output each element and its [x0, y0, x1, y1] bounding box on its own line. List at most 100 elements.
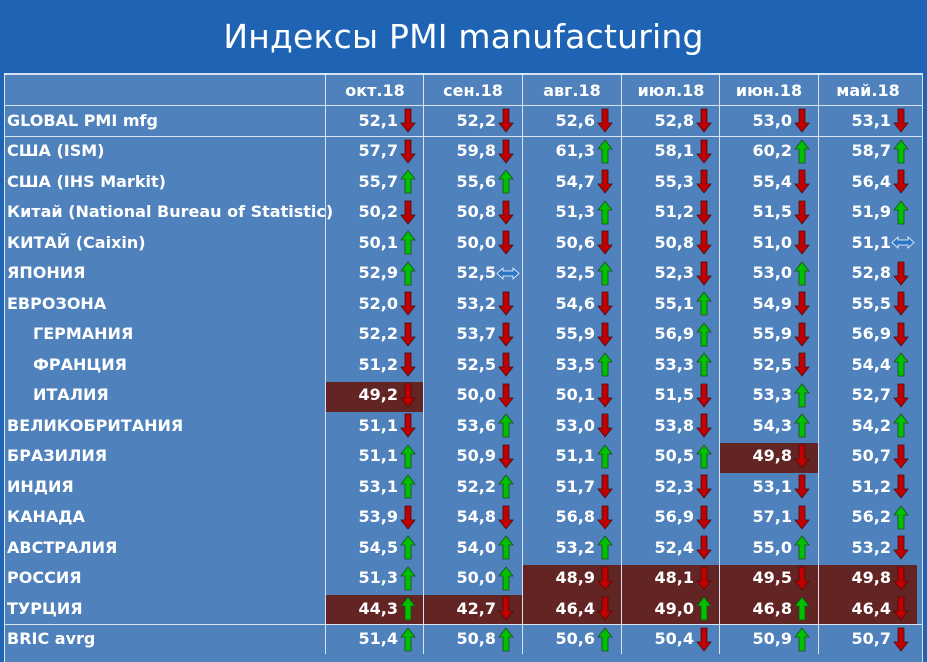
value-text: 54,8 — [456, 507, 496, 526]
value-text: 44,3 — [358, 598, 398, 618]
value-text: 51,2 — [358, 354, 398, 374]
value-cell: 51,1 — [326, 410, 424, 440]
trend-down-arrow-icon — [498, 383, 514, 408]
value-text: 51,9 — [851, 202, 891, 221]
trend-down-arrow-icon — [400, 413, 416, 438]
trend-down-arrow-icon — [597, 230, 613, 255]
value-cell: 55,4 — [720, 166, 818, 196]
value-cell: 53,1 — [720, 471, 818, 501]
value-text: 51,5 — [752, 202, 792, 221]
trend-down-arrow-icon — [794, 566, 810, 591]
table-row: США (IHS Markit) 55,7 55,6 54,7 55,3 55,4 56,4 — [5, 166, 922, 196]
value-text: 46,4 — [851, 598, 891, 618]
value-text: 50,6 — [555, 629, 595, 648]
value-text: 50,0 — [456, 385, 496, 404]
value-cell: 56,2 — [819, 502, 917, 532]
value-text: 50,8 — [654, 232, 694, 252]
value-cell: 50,6 — [523, 227, 621, 257]
trend-up-arrow-icon — [794, 535, 810, 560]
value-text: 49,8 — [851, 568, 891, 587]
trend-down-arrow-icon — [696, 230, 712, 255]
value-cell: 52,5 — [523, 258, 621, 288]
value-text: 52,6 — [555, 110, 595, 130]
trend-up-arrow-icon — [893, 199, 909, 225]
value-text: 50,0 — [456, 568, 496, 587]
value-cell: 52,8 — [819, 258, 917, 288]
value-cell: 50,0 — [424, 380, 522, 410]
table-row: США (ISM) 57,7 59,8 61,3 58,1 60,2 58,7 — [5, 136, 922, 166]
value-cell: 52,9 — [326, 258, 424, 288]
trend-up-arrow-icon — [597, 199, 613, 225]
trend-up-arrow-icon — [794, 596, 810, 621]
value-cell: 56,8 — [523, 502, 621, 532]
trend-up-arrow-icon — [794, 260, 810, 286]
row-label: Китай (National Bureau of Statistic) — [7, 202, 334, 221]
row-label: КАНАДА — [7, 507, 85, 526]
trend-up-arrow-icon — [498, 169, 514, 194]
row-label: БРАЗИЛИЯ — [7, 446, 108, 465]
trend-down-arrow-icon — [696, 505, 712, 530]
value-cell: 52,2 — [424, 105, 522, 135]
value-text: 51,1 — [555, 446, 595, 465]
value-cell: 51,5 — [622, 380, 720, 410]
row-label: GLOBAL PMI mfg — [7, 110, 158, 130]
value-cell: 49,0 — [622, 593, 720, 625]
value-text: 55,3 — [654, 171, 694, 191]
value-text: 54,4 — [851, 354, 891, 374]
value-cell: 52,6 — [523, 105, 621, 135]
value-cell: 53,7 — [424, 319, 522, 349]
row-label: ЯПОНИЯ — [7, 263, 86, 282]
value-cell: 51,1 — [523, 441, 621, 471]
trend-down-arrow-icon — [893, 108, 909, 133]
trend-down-arrow-icon — [597, 566, 613, 591]
value-cell: 50,6 — [523, 624, 621, 654]
trend-down-arrow-icon — [794, 505, 810, 530]
value-cell: 51,0 — [720, 227, 818, 257]
trend-up-arrow-icon — [400, 230, 416, 255]
value-cell: 53,0 — [523, 410, 621, 440]
trend-up-arrow-icon — [400, 443, 416, 469]
value-text: 51,0 — [752, 232, 792, 252]
column-header: июл.18 — [637, 80, 705, 100]
value-text: 53,0 — [752, 110, 792, 130]
value-text: 56,9 — [851, 324, 891, 343]
value-cell: 51,2 — [819, 471, 917, 501]
value-text: 52,5 — [752, 354, 792, 374]
row-divider — [5, 136, 922, 137]
trend-up-arrow-icon — [893, 352, 909, 377]
column-divider — [621, 75, 622, 654]
value-cell: 49,8 — [720, 441, 818, 473]
trend-up-arrow-icon — [696, 352, 712, 377]
value-cell: 52,3 — [622, 258, 720, 288]
trend-down-arrow-icon — [498, 230, 514, 255]
value-cell: 52,1 — [326, 105, 424, 135]
value-cell: 53,6 — [424, 410, 522, 440]
trend-up-arrow-icon — [498, 626, 514, 652]
pmi-table: окт.18 сен.18 авг.18 июл.18 июн.18 май.18 GLOB… — [4, 73, 923, 662]
value-text: 53,7 — [456, 324, 496, 343]
row-label: ЕВРОЗОНА — [7, 293, 107, 313]
value-cell: 50,9 — [424, 441, 522, 471]
table-row: GLOBAL PMI mfg 52,1 52,2 52,6 52,8 53,0 53,1 — [5, 105, 922, 135]
value-text: 53,2 — [456, 293, 496, 313]
trend-up-arrow-icon — [597, 138, 613, 164]
trend-down-arrow-icon — [794, 169, 810, 194]
trend-down-arrow-icon — [696, 261, 712, 286]
value-cell: 52,8 — [622, 105, 720, 135]
value-text: 54,0 — [456, 537, 496, 557]
value-cell: 53,1 — [326, 471, 424, 501]
trend-up-arrow-icon — [794, 413, 810, 438]
trend-down-arrow-icon — [400, 352, 416, 377]
value-text: 51,5 — [654, 385, 694, 404]
value-text: 57,1 — [752, 507, 792, 526]
trend-up-arrow-icon — [794, 626, 810, 652]
trend-up-arrow-icon — [400, 260, 416, 286]
value-cell: 55,9 — [523, 319, 621, 349]
trend-down-arrow-icon — [498, 322, 514, 347]
trend-up-arrow-icon — [597, 626, 613, 652]
row-label: BRIC avrg — [7, 629, 96, 648]
value-cell: 58,7 — [819, 136, 917, 166]
value-cell: 53,3 — [622, 349, 720, 379]
trend-down-arrow-icon — [696, 108, 712, 133]
table-row: BRIC avrg 51,4 50,8 50,6 50,4 50,9 50,7 — [5, 624, 922, 654]
